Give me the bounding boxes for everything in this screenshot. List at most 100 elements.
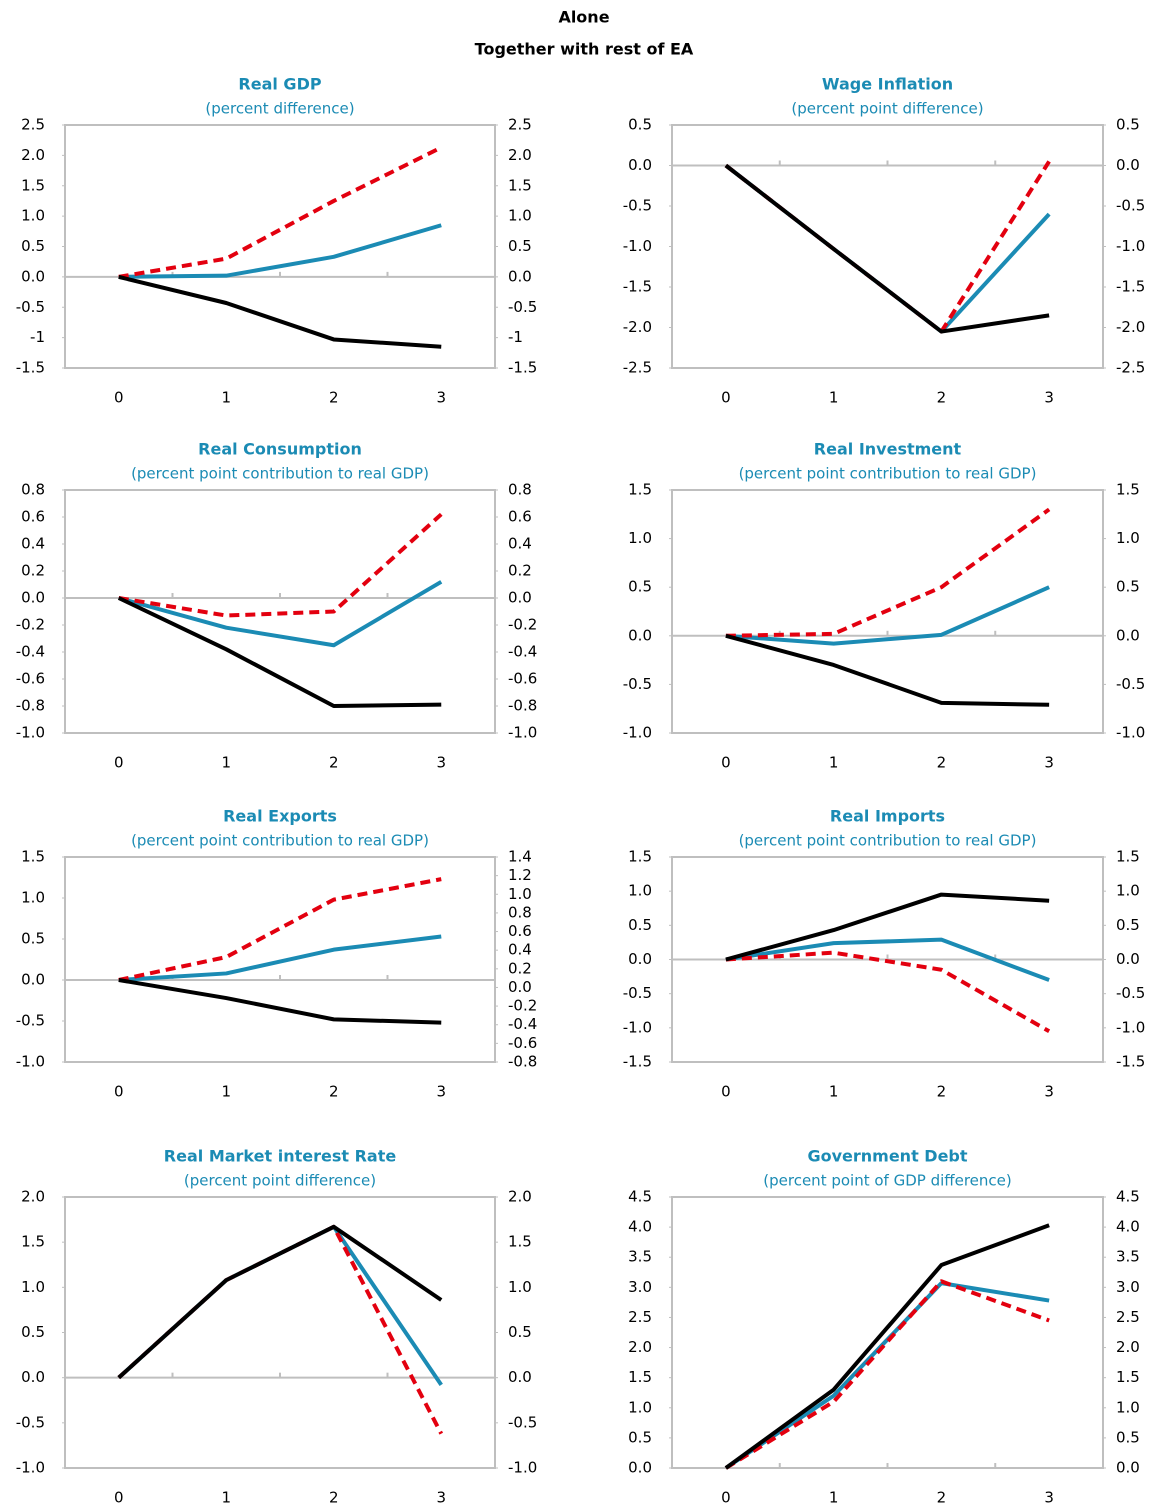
chart-title: Real Investment: [814, 440, 962, 459]
x-tick-label: 1: [221, 1489, 231, 1507]
y-tick-label: -0.5: [1116, 675, 1145, 693]
y-tick-label: 0.0: [628, 950, 652, 968]
series-line: [117, 596, 442, 708]
y-tick-label: 0.0: [508, 267, 532, 285]
x-tick-label: 0: [721, 1489, 731, 1507]
x-tick-label: 0: [114, 1083, 124, 1101]
y-tick-label: 1.5: [21, 176, 45, 194]
y-tick-label: 0.8: [508, 903, 532, 921]
y-tick-label: -1.5: [623, 1053, 652, 1071]
y-tick-label: 0.5: [21, 930, 45, 948]
y-tick-label: 0.4: [508, 535, 532, 553]
y-tick-label: 3.5: [1116, 1248, 1140, 1266]
y-tick-label: 0.6: [21, 508, 45, 526]
x-tick-label: 0: [721, 389, 731, 407]
y-tick-label: 0.2: [21, 562, 45, 580]
chart-subtitle: (percent point of GDP difference): [763, 1172, 1011, 1190]
y-tick-label: 2.0: [628, 1338, 652, 1356]
y-tick-label: -1.0: [508, 724, 537, 742]
y-tick-label: -1.0: [1116, 1018, 1145, 1036]
y-tick-label: 0.5: [508, 1323, 532, 1341]
x-tick-label: 2: [937, 389, 947, 407]
y-tick-label: 2.0: [21, 146, 45, 164]
y-tick-label: -0.5: [623, 984, 652, 1002]
x-tick-label: 2: [937, 754, 947, 772]
plot-frame: [64, 856, 496, 1063]
y-tick-label: -0.8: [508, 1053, 537, 1071]
y-tick-label: 0.0: [21, 589, 45, 607]
x-tick-label: 3: [1044, 389, 1054, 407]
x-tick-label: 1: [829, 1083, 839, 1101]
series-line: [725, 585, 1050, 646]
x-tick-label: 3: [1044, 754, 1054, 772]
y-tick-label: 0.6: [508, 922, 532, 940]
chart-subtitle: (percent point contribution to real GDP): [739, 832, 1037, 850]
y-tick-label: -0.8: [16, 697, 45, 715]
y-tick-label: -1.0: [1116, 724, 1145, 742]
y-tick-label: 1.5: [628, 1368, 652, 1386]
y-tick-label: -1.0: [623, 237, 652, 255]
series-line: [117, 1224, 443, 1387]
series-line: [117, 1224, 443, 1380]
y-tick-label: 0.5: [628, 578, 652, 596]
series-line: [118, 580, 443, 648]
y-tick-label: 1.0: [628, 882, 652, 900]
series-line: [725, 507, 1051, 638]
y-tick-label: 0.0: [628, 1459, 652, 1477]
y-tick-label: 3.0: [1116, 1278, 1140, 1296]
y-tick-label: 0.0: [21, 1368, 45, 1386]
x-tick-label: 3: [1044, 1083, 1054, 1101]
y-tick-label: -0.5: [16, 1012, 45, 1030]
y-tick-label: 0.5: [21, 237, 45, 255]
y-tick-label: -1.0: [508, 1459, 537, 1477]
chart-subtitle: (percent point difference): [184, 1172, 376, 1190]
series-line: [724, 160, 1051, 334]
y-tick-label: 2.5: [628, 1308, 652, 1326]
y-tick-label: -0.5: [508, 1413, 537, 1431]
y-tick-label: 2.0: [21, 1188, 45, 1206]
series-line: [725, 950, 1051, 1033]
chart-subtitle: (percent point contribution to real GDP): [131, 465, 429, 483]
y-tick-label: -0.5: [16, 1413, 45, 1431]
y-tick-label: 1.0: [21, 889, 45, 907]
y-tick-label: -0.6: [508, 1034, 537, 1052]
y-tick-label: 0.5: [628, 916, 652, 934]
chart-title: Real Exports: [223, 807, 337, 826]
y-tick-label: -0.5: [1116, 984, 1145, 1002]
y-tick-label: 0.5: [508, 237, 532, 255]
x-tick-label: 1: [829, 754, 839, 772]
chart-subtitle: (percent point difference): [791, 100, 983, 118]
chart-title: Wage Inflation: [822, 75, 953, 94]
x-tick-label: 2: [329, 1489, 339, 1507]
x-tick-label: 1: [221, 754, 231, 772]
y-tick-label: 1.0: [1116, 1398, 1140, 1416]
y-tick-label: 0.5: [1116, 116, 1140, 134]
y-tick-label: 0.0: [508, 1368, 532, 1386]
legend-entry: Alone: [558, 8, 609, 27]
y-tick-label: -1.0: [16, 724, 45, 742]
series-line: [118, 274, 442, 349]
y-tick-label: 0.0: [508, 589, 532, 607]
y-tick-label: -0.2: [508, 616, 537, 634]
x-tick-label: 2: [329, 754, 339, 772]
y-tick-label: 1.5: [21, 1233, 45, 1251]
x-tick-label: 2: [937, 1083, 947, 1101]
y-tick-label: 1.5: [1116, 481, 1140, 499]
y-tick-label: 0.4: [21, 535, 45, 553]
x-tick-label: 1: [829, 1489, 839, 1507]
y-tick-label: 1.0: [21, 1278, 45, 1296]
series-line: [117, 1224, 444, 1435]
y-tick-label: -0.4: [508, 643, 537, 661]
legend-entry: Together with rest of EA: [475, 40, 694, 59]
x-tick-label: 2: [329, 389, 339, 407]
y-tick-label: 0.5: [21, 1323, 45, 1341]
series-line: [724, 1223, 1050, 1470]
y-tick-label: 0.0: [21, 267, 45, 285]
y-tick-label: 4.0: [628, 1218, 652, 1236]
y-tick-label: 1.5: [1116, 1368, 1140, 1386]
series-line: [118, 978, 442, 1025]
y-tick-label: 0.0: [628, 156, 652, 174]
y-tick-label: 1.0: [508, 207, 532, 225]
x-tick-label: 0: [114, 754, 124, 772]
y-tick-label: 0.0: [1116, 950, 1140, 968]
